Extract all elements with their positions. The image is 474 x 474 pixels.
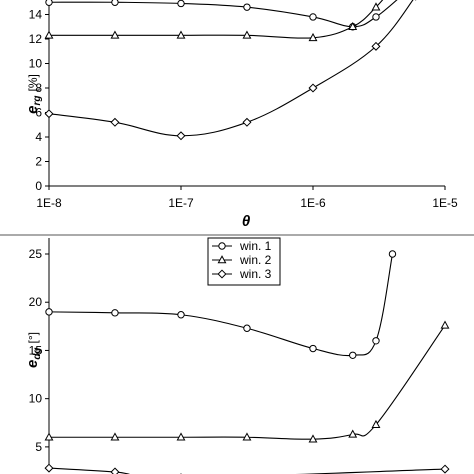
x-axis-label-top: θ: [242, 213, 251, 230]
series-3: [44, 0, 417, 141]
x-tick-label: 1E-6: [300, 196, 326, 210]
data-point: [242, 30, 252, 39]
series-1: [45, 250, 397, 359]
data-point: [349, 351, 357, 359]
y-tick-label: 10: [29, 57, 43, 71]
data-point: [243, 3, 251, 11]
y-tick-label: 2: [35, 155, 42, 169]
data-point: [110, 432, 120, 441]
svg-text:edg[°]: edg [°]: [24, 332, 43, 368]
data-point: [440, 320, 450, 329]
data-point: [308, 434, 318, 443]
data-point: [44, 30, 54, 39]
data-point: [177, 0, 185, 8]
data-point: [308, 32, 318, 42]
y-tick-label: 14: [29, 8, 43, 22]
y-axis-label-main: e: [24, 106, 41, 114]
y-tick-label: 4: [35, 130, 42, 144]
y-tick-label: 25: [29, 247, 43, 261]
y-tick-label: 8: [35, 81, 42, 95]
data-point: [110, 467, 120, 474]
data-point: [45, 308, 53, 316]
y-axis-label-main: e: [24, 360, 41, 368]
y-axis-label-unit: [%]: [26, 74, 40, 91]
y-tick-label: 0: [35, 179, 42, 193]
data-point: [242, 432, 252, 441]
chart-top: 0 2 4 6 8 10 12 14 1E-8 1E-7 1E-6 1E-5 erg [%] θ: [24, 0, 458, 230]
series-line: [48, 467, 446, 474]
data-point: [176, 432, 186, 441]
plot-area-bottom: 5 10 15 20 25: [29, 238, 450, 474]
y-tick-label: 20: [29, 295, 43, 309]
plot-area-top: 0 2 4 6 8 10 12 14 1E-8 1E-7 1E-6 1E-5: [29, 0, 458, 210]
y-tick-label: 6: [35, 106, 42, 120]
series-line: [49, 0, 384, 39]
series-3: [44, 463, 450, 474]
data-point: [44, 432, 54, 441]
series-2: [44, 0, 384, 42]
data-point: [371, 2, 381, 11]
data-point: [44, 109, 54, 119]
data-point: [177, 311, 185, 319]
y-axis-label-sub: dg: [32, 347, 43, 359]
legend-marker: [217, 269, 227, 279]
data-point: [110, 30, 120, 39]
series-line: [48, 0, 414, 137]
data-point: [348, 429, 358, 438]
x-tick-label: 1E-8: [36, 196, 62, 210]
data-point: [176, 131, 186, 141]
data-point: [371, 41, 381, 51]
y-tick-label: 10: [29, 392, 43, 406]
legend-marker: [218, 242, 226, 250]
svg-text:erg[%]: erg [%]: [24, 74, 43, 114]
data-point: [348, 21, 358, 31]
data-point: [242, 117, 252, 127]
data-point: [372, 13, 380, 21]
data-point: [176, 30, 186, 39]
x-tick-label: 1E-5: [432, 196, 458, 210]
series-line: [49, 325, 446, 440]
data-point: [111, 309, 119, 317]
series-line: [48, 0, 398, 28]
data-point: [371, 419, 381, 429]
legend-label: win. 2: [239, 253, 272, 267]
data-point: [45, 0, 53, 6]
legend-label: win. 3: [239, 267, 272, 281]
data-point: [372, 337, 380, 345]
data-point: [440, 464, 450, 474]
data-point: [111, 0, 119, 6]
series-2: [44, 320, 450, 443]
data-point: [243, 324, 251, 332]
legend-label: win. 1: [239, 239, 272, 253]
y-axis-label-sub: rg: [32, 96, 43, 106]
y-axis-title-top: erg [%]: [24, 74, 43, 114]
y-axis-title-bottom: edg [°]: [24, 332, 43, 368]
data-point: [110, 117, 120, 127]
y-tick-label: 15: [29, 343, 43, 357]
y-tick-label: 12: [29, 32, 43, 46]
y-tick-label: 5: [35, 440, 42, 454]
data-point: [388, 250, 397, 258]
y-axis-label-unit: [°]: [26, 332, 40, 343]
data-point: [308, 83, 318, 93]
data-point: [309, 344, 317, 353]
x-tick-label: 1E-7: [168, 196, 194, 210]
data-point: [44, 463, 54, 473]
legend-marker: [217, 255, 227, 264]
data-point: [309, 13, 317, 21]
